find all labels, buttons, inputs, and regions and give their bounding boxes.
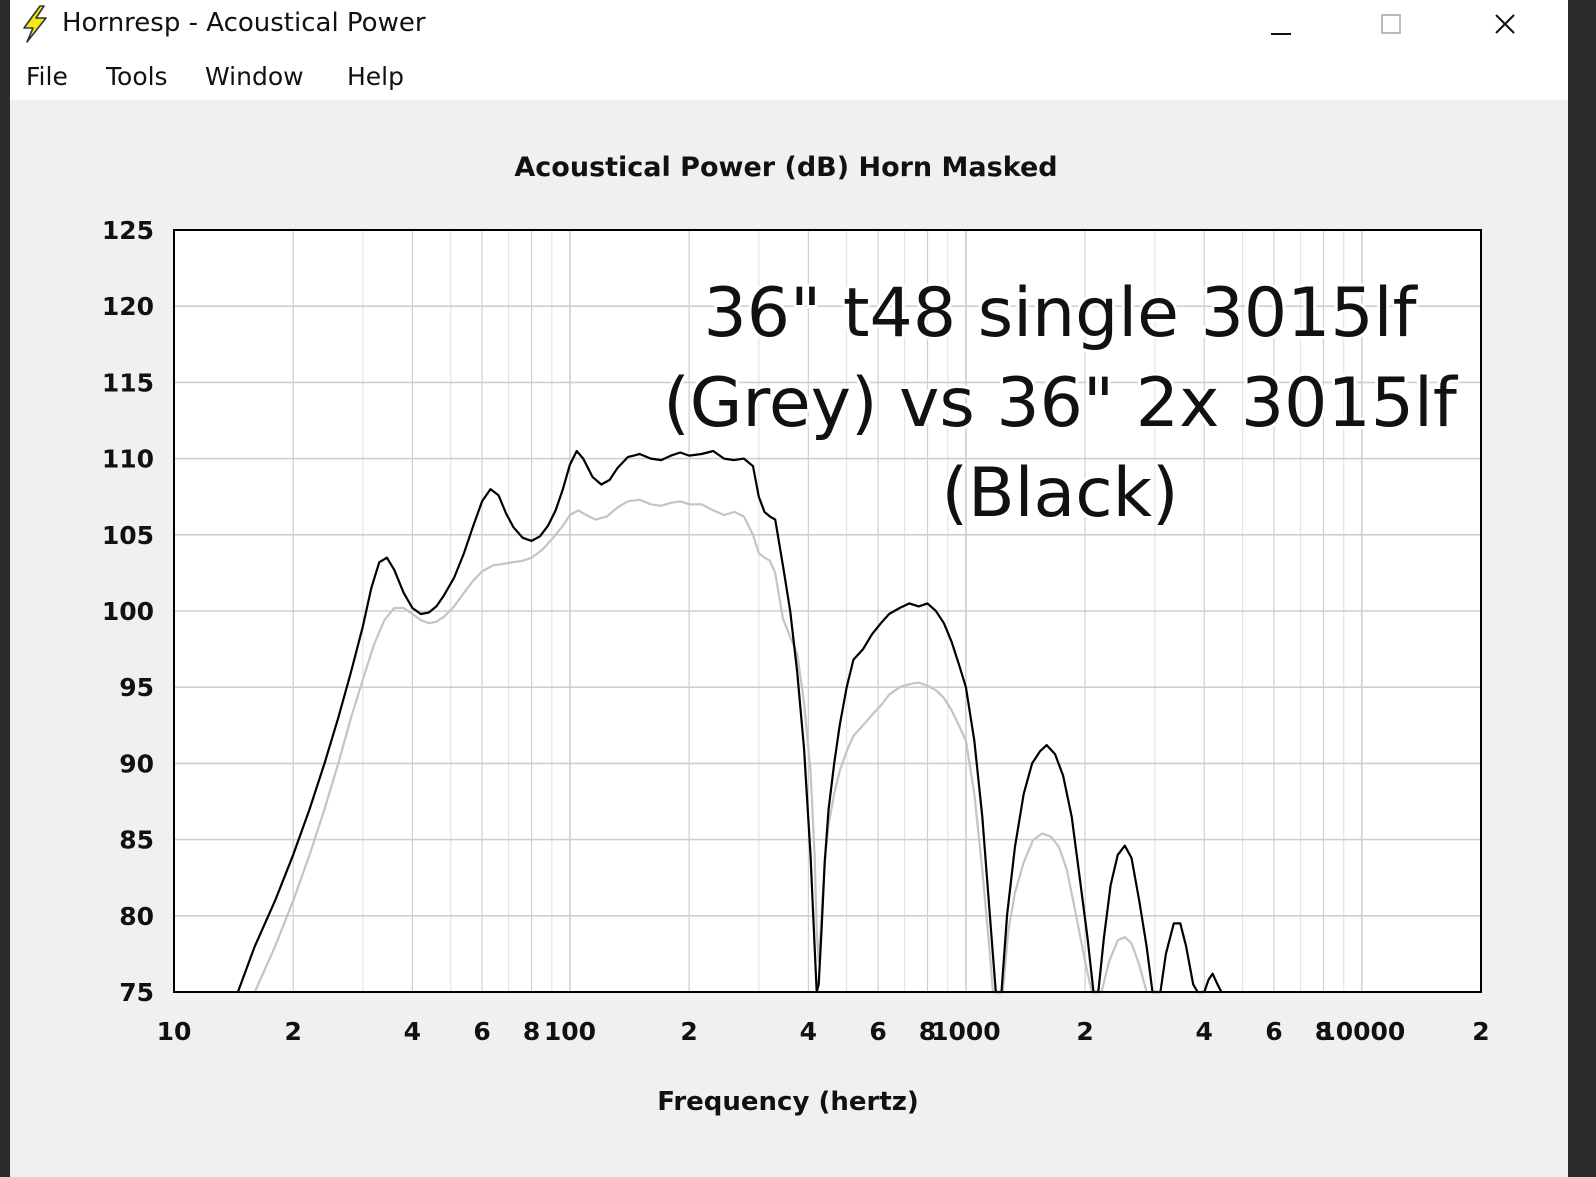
- x-tick-label: 4: [800, 1017, 817, 1046]
- x-tick-label: 2: [284, 1017, 301, 1046]
- menu-window[interactable]: Window: [205, 62, 304, 91]
- minimize-button[interactable]: [1226, 0, 1336, 48]
- x-tick-label: 4: [404, 1017, 421, 1046]
- plot-border: [173, 229, 1482, 993]
- maximize-button[interactable]: [1336, 0, 1446, 48]
- close-button[interactable]: [1450, 0, 1560, 48]
- x-tick-label: 2: [1472, 1017, 1489, 1046]
- close-icon: [1495, 14, 1515, 34]
- x-tick-label: 100: [544, 1017, 596, 1046]
- y-tick-label: 80: [119, 902, 154, 931]
- chart-title: Acoustical Power (dB) Horn Masked: [514, 152, 1057, 183]
- menu-tools[interactable]: Tools: [106, 62, 168, 91]
- x-tick-label: 1000: [931, 1017, 1001, 1046]
- y-tick-label: 125: [102, 216, 154, 245]
- x-tick-label: 6: [473, 1017, 490, 1046]
- y-tick-label: 95: [119, 673, 154, 702]
- menu-help[interactable]: Help: [347, 62, 404, 91]
- app-window: Hornresp - Acoustical Power File Tools W…: [10, 0, 1568, 1177]
- annotation-line: (Grey) vs 36" 2x 3015lf: [663, 364, 1459, 443]
- lightning-bolt-icon: [23, 5, 47, 43]
- y-tick-label: 100: [102, 597, 154, 626]
- x-tick-label: 8: [1315, 1017, 1332, 1046]
- x-tick-label: 10: [157, 1017, 192, 1046]
- x-axis-label: Frequency (hertz): [657, 1087, 919, 1117]
- y-tick-label: 115: [102, 368, 154, 397]
- menu-file[interactable]: File: [26, 62, 68, 91]
- title-bar: Hornresp - Acoustical Power: [10, 0, 1568, 52]
- y-tick-label: 105: [102, 521, 154, 550]
- annotation-line: 36" t48 single 3015lf: [703, 274, 1418, 353]
- x-tick-label: 4: [1196, 1017, 1213, 1046]
- y-tick-label: 120: [102, 292, 154, 321]
- y-tick-label: 110: [102, 445, 154, 474]
- x-tick-label: 8: [919, 1017, 936, 1046]
- menu-bar: File Tools Window Help: [10, 52, 1568, 100]
- maximize-icon: [1381, 14, 1401, 34]
- x-tick-label: 10000: [1318, 1017, 1405, 1046]
- window-title: Hornresp - Acoustical Power: [62, 8, 426, 38]
- x-tick-label: 2: [1076, 1017, 1093, 1046]
- x-tick-label: 8: [523, 1017, 540, 1046]
- x-tick-label: 6: [869, 1017, 886, 1046]
- series-line-grey: [253, 498, 1148, 994]
- minimize-icon: [1271, 33, 1291, 35]
- x-tick-label: 6: [1265, 1017, 1282, 1046]
- y-tick-label: 85: [119, 826, 154, 855]
- annotation-line: (Black): [941, 454, 1178, 533]
- x-tick-label: 2: [680, 1017, 697, 1046]
- y-tick-label: 90: [119, 749, 154, 778]
- y-tick-label: 75: [119, 978, 154, 1007]
